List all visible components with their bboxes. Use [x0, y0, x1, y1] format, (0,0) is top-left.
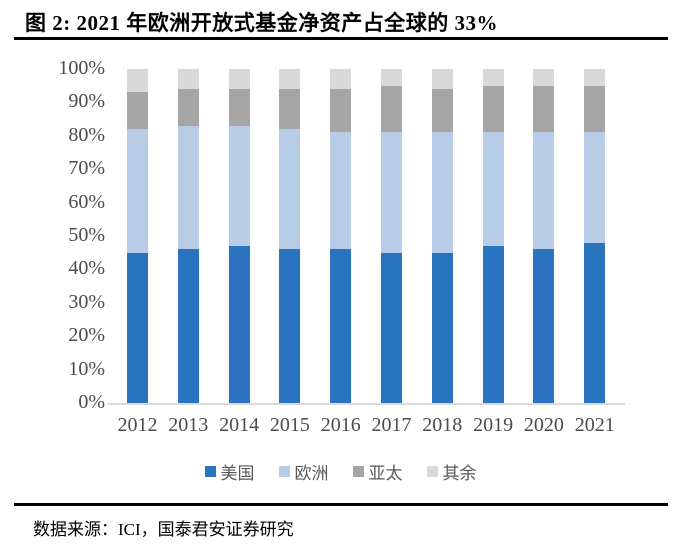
x-tick-label: 2013: [168, 414, 209, 436]
bar-segment-美国: [431, 252, 453, 403]
bar-segment-美国: [533, 249, 555, 403]
legend-swatch-icon: [426, 466, 438, 477]
legend-label: 其余: [442, 464, 477, 483]
bar-segment-美国: [177, 249, 199, 403]
x-tick-label: 2012: [117, 414, 158, 436]
bar-2013: [177, 69, 199, 403]
stacked-bar-chart: 0% 10% 20% 30% 40% 50% 60% 70% 80% 90% 100% 2012 20…: [0, 57, 641, 444]
bar-segment-美国: [584, 242, 606, 403]
bar-segment-亚太: [127, 92, 148, 130]
bar-2016: [330, 69, 352, 403]
y-tick-label: 80%: [68, 123, 105, 146]
bar-segment-美国: [279, 249, 301, 403]
bar-2015: [279, 69, 301, 403]
data-source: 数据来源：ICI，国泰君安证券研究: [33, 520, 294, 539]
bar-segment-其余: [431, 69, 453, 90]
y-tick-label: 10%: [68, 357, 105, 380]
bar-segment-欧洲: [177, 125, 199, 250]
y-tick-label: 50%: [68, 224, 105, 247]
bar-segment-美国: [127, 252, 148, 403]
bar-segment-亚太: [330, 89, 352, 133]
y-axis: 0% 10% 20% 30% 40% 50% 60% 70% 80% 90% 100%: [0, 57, 105, 413]
bar-segment-欧洲: [381, 132, 402, 253]
bar-segment-美国: [228, 246, 250, 403]
x-tick-label: 2019: [473, 414, 514, 436]
x-tick-label: 2014: [219, 414, 260, 436]
x-tick-label: 2015: [269, 414, 310, 436]
bar-segment-其余: [482, 69, 504, 86]
y-tick-label: 20%: [68, 324, 105, 347]
bar-segment-美国: [330, 249, 352, 403]
x-tick-label: 2017: [371, 414, 412, 436]
chart-legend: 美国 欧洲 亚太 其余: [0, 459, 681, 484]
bar-segment-欧洲: [584, 132, 606, 243]
bar-2017: [381, 69, 402, 403]
bar-2020: [533, 69, 555, 403]
legend-swatch-icon: [204, 466, 216, 477]
x-tick-label: 2021: [574, 414, 615, 436]
bar-segment-亚太: [177, 89, 199, 126]
y-tick-label: 100%: [58, 57, 105, 80]
y-tick-label: 40%: [68, 257, 105, 280]
title-divider: [14, 37, 668, 40]
bar-segment-亚太: [279, 89, 301, 130]
x-axis-labels: 2012 2013 2014 2015 2016 2017 2018 2019 2020 2021: [108, 414, 641, 444]
x-axis-line: [108, 403, 625, 405]
bar-segment-亚太: [228, 89, 250, 126]
figure-title: 图 2: 2021 年欧洲开放式基金净资产占全球的 33%: [25, 11, 498, 35]
bar-segment-亚太: [584, 85, 606, 133]
bar-2012: [127, 69, 148, 403]
bar-segment-美国: [482, 245, 504, 403]
legend-item-亚太: 亚太: [352, 459, 403, 484]
bar-segment-其余: [228, 69, 250, 90]
legend-label: 美国: [220, 464, 255, 483]
bar-2019: [482, 69, 504, 403]
y-tick-label: 90%: [68, 90, 105, 113]
bar-segment-亚太: [482, 85, 504, 133]
bar-segment-欧洲: [431, 132, 453, 253]
bar-2018: [431, 69, 453, 403]
legend-item-欧洲: 欧洲: [278, 459, 329, 484]
bar-2021: [584, 69, 606, 403]
x-tick-label: 2020: [523, 414, 564, 436]
legend-label: 亚太: [368, 464, 403, 483]
legend-item-其余: 其余: [426, 459, 477, 484]
bar-segment-其余: [584, 69, 606, 86]
bar-segment-其余: [330, 69, 352, 90]
y-tick-label: 60%: [68, 190, 105, 213]
y-tick-label: 30%: [68, 290, 105, 313]
y-tick-label: 70%: [68, 157, 105, 180]
bar-segment-亚太: [533, 85, 555, 133]
bar-segment-欧洲: [533, 132, 555, 250]
bar-segment-欧洲: [228, 125, 250, 246]
bar-segment-亚太: [381, 85, 402, 133]
bar-segment-其余: [533, 69, 555, 86]
bar-segment-欧洲: [330, 132, 352, 250]
x-tick-label: 2016: [320, 414, 361, 436]
bar-segment-欧洲: [279, 129, 301, 250]
footer-divider: [14, 503, 668, 506]
bar-segment-欧洲: [127, 129, 148, 253]
bar-segment-其余: [127, 69, 148, 93]
legend-swatch-icon: [278, 466, 290, 477]
y-tick-label: 0%: [78, 391, 105, 414]
bar-segment-其余: [381, 69, 402, 86]
bar-2014: [228, 69, 250, 403]
legend-swatch-icon: [352, 466, 364, 477]
legend-label: 欧洲: [294, 464, 329, 483]
bar-segment-欧洲: [482, 132, 504, 246]
bar-segment-其余: [279, 69, 301, 90]
bar-segment-美国: [381, 252, 402, 403]
x-tick-label: 2018: [422, 414, 463, 436]
legend-item-美国: 美国: [204, 459, 255, 484]
plot-area: [108, 69, 641, 405]
bar-segment-亚太: [431, 89, 453, 133]
bar-segment-其余: [177, 69, 199, 90]
